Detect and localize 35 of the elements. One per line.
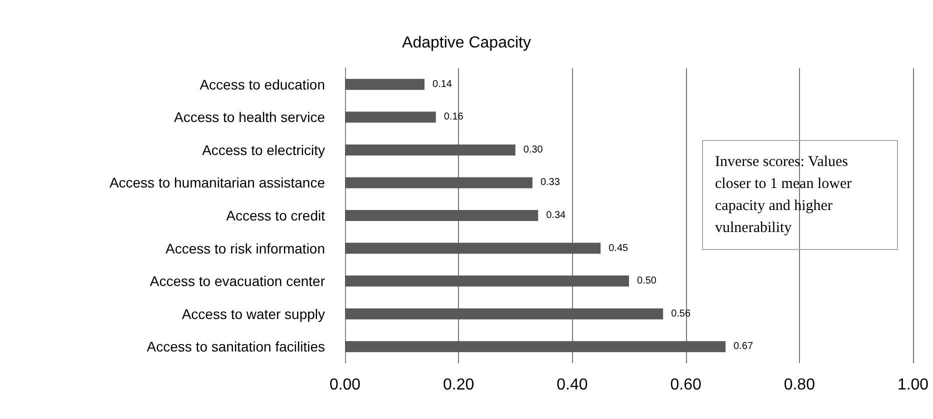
x-tick-label: 0.60 xyxy=(670,376,702,394)
x-tick-label: 1.00 xyxy=(897,376,929,394)
x-tick-label: 0.80 xyxy=(784,376,816,394)
y-tick-label: Access to risk information xyxy=(166,240,325,256)
data-label: 0.33 xyxy=(540,177,560,188)
bar xyxy=(345,341,726,352)
y-tick-label: Access to electricity xyxy=(202,142,325,158)
bar xyxy=(345,276,629,287)
bar xyxy=(345,144,516,156)
y-tick-label: Access to sanitation facilities xyxy=(146,338,325,355)
x-tick-label: 0.20 xyxy=(443,376,474,394)
data-label: 0.67 xyxy=(734,341,754,352)
x-tick-label: 0.40 xyxy=(556,376,588,394)
bar xyxy=(345,308,664,320)
y-tick-label: Access to credit xyxy=(226,208,326,224)
data-label: 0.34 xyxy=(546,210,566,221)
data-label: 0.16 xyxy=(444,112,464,123)
data-label: 0.30 xyxy=(523,144,544,156)
data-label: 0.45 xyxy=(608,242,628,254)
y-tick-label: Access to humanitarian assistance xyxy=(109,174,326,191)
y-tick-label: Access to health service xyxy=(174,109,326,126)
chart-title: Adaptive Capacity xyxy=(402,34,531,52)
data-label: 0.56 xyxy=(671,308,691,320)
bar xyxy=(345,177,532,188)
x-tick-label: 0.00 xyxy=(329,376,361,394)
y-tick-label: Access to education xyxy=(200,76,325,92)
bar xyxy=(345,242,601,254)
bar xyxy=(345,112,436,123)
bar xyxy=(345,78,425,90)
y-tick-label: Access to evacuation center xyxy=(150,273,326,290)
data-label: 0.50 xyxy=(637,276,657,287)
data-label: 0.14 xyxy=(432,78,452,90)
annotation: Inverse scores: Values closer to 1 mean lower capacity and higher vulnerability xyxy=(702,140,898,250)
y-tick-label: Access to water supply xyxy=(182,306,325,322)
bar xyxy=(345,210,538,221)
